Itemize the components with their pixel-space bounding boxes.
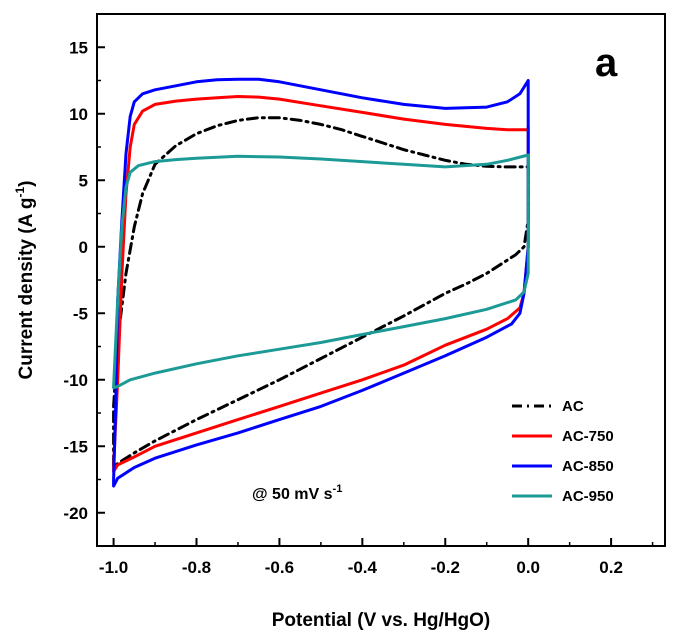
x-tick-label: -0.2 [431, 558, 460, 577]
y-axis-title-sup: -1 [13, 187, 27, 198]
axis-tick-labels: -1.0 -0.8 -0.6 -0.4 -0.2 0.0 0.2 -20 -15 -10 -5 0 5 1… [63, 38, 623, 577]
series-ac-line [112, 116, 530, 469]
scan-rate-annotation: @ 50 mV s-1 [252, 483, 342, 503]
legend-label-ac-850: AC-850 [562, 458, 614, 475]
cv-curves [112, 77, 530, 488]
y-tick-label: -10 [63, 371, 88, 390]
y-tick-label: 5 [79, 171, 88, 190]
y-axis-title-end: ) [16, 181, 37, 187]
legend: AC AC-750 AC-850 AC-950 [512, 398, 614, 505]
y-axis-title: Current density (A g-1) [13, 181, 37, 380]
scan-rate-text: @ 50 mV s [252, 486, 333, 503]
x-tick-label: -0.6 [265, 558, 294, 577]
legend-label-ac-950: AC-950 [562, 488, 614, 505]
series-ac-850-line [112, 77, 530, 488]
axis-ticks [97, 46, 654, 546]
y-tick-label: -5 [73, 304, 88, 323]
x-tick-label: 0.0 [516, 558, 540, 577]
y-tick-label: 15 [69, 38, 88, 57]
x-axis-title: Potential (V vs. Hg/HgO) [272, 610, 491, 631]
x-tick-label: -0.8 [182, 558, 211, 577]
y-tick-label: 10 [69, 105, 88, 124]
x-tick-label: -0.4 [348, 558, 378, 577]
series-ac-750-line [112, 95, 530, 473]
y-tick-label: 0 [79, 238, 88, 257]
legend-label-ac-750: AC-750 [562, 428, 614, 445]
y-axis-title-main: Current density (A g [16, 198, 37, 380]
panel-label: a [595, 41, 618, 85]
y-tick-label: -15 [63, 437, 88, 456]
scan-rate-sup: -1 [333, 483, 343, 495]
x-tick-label: 0.2 [599, 558, 623, 577]
series-ac-950-line [112, 153, 530, 390]
x-tick-label: -1.0 [99, 558, 128, 577]
y-tick-label: -20 [63, 504, 88, 523]
legend-label-ac: AC [562, 398, 584, 415]
